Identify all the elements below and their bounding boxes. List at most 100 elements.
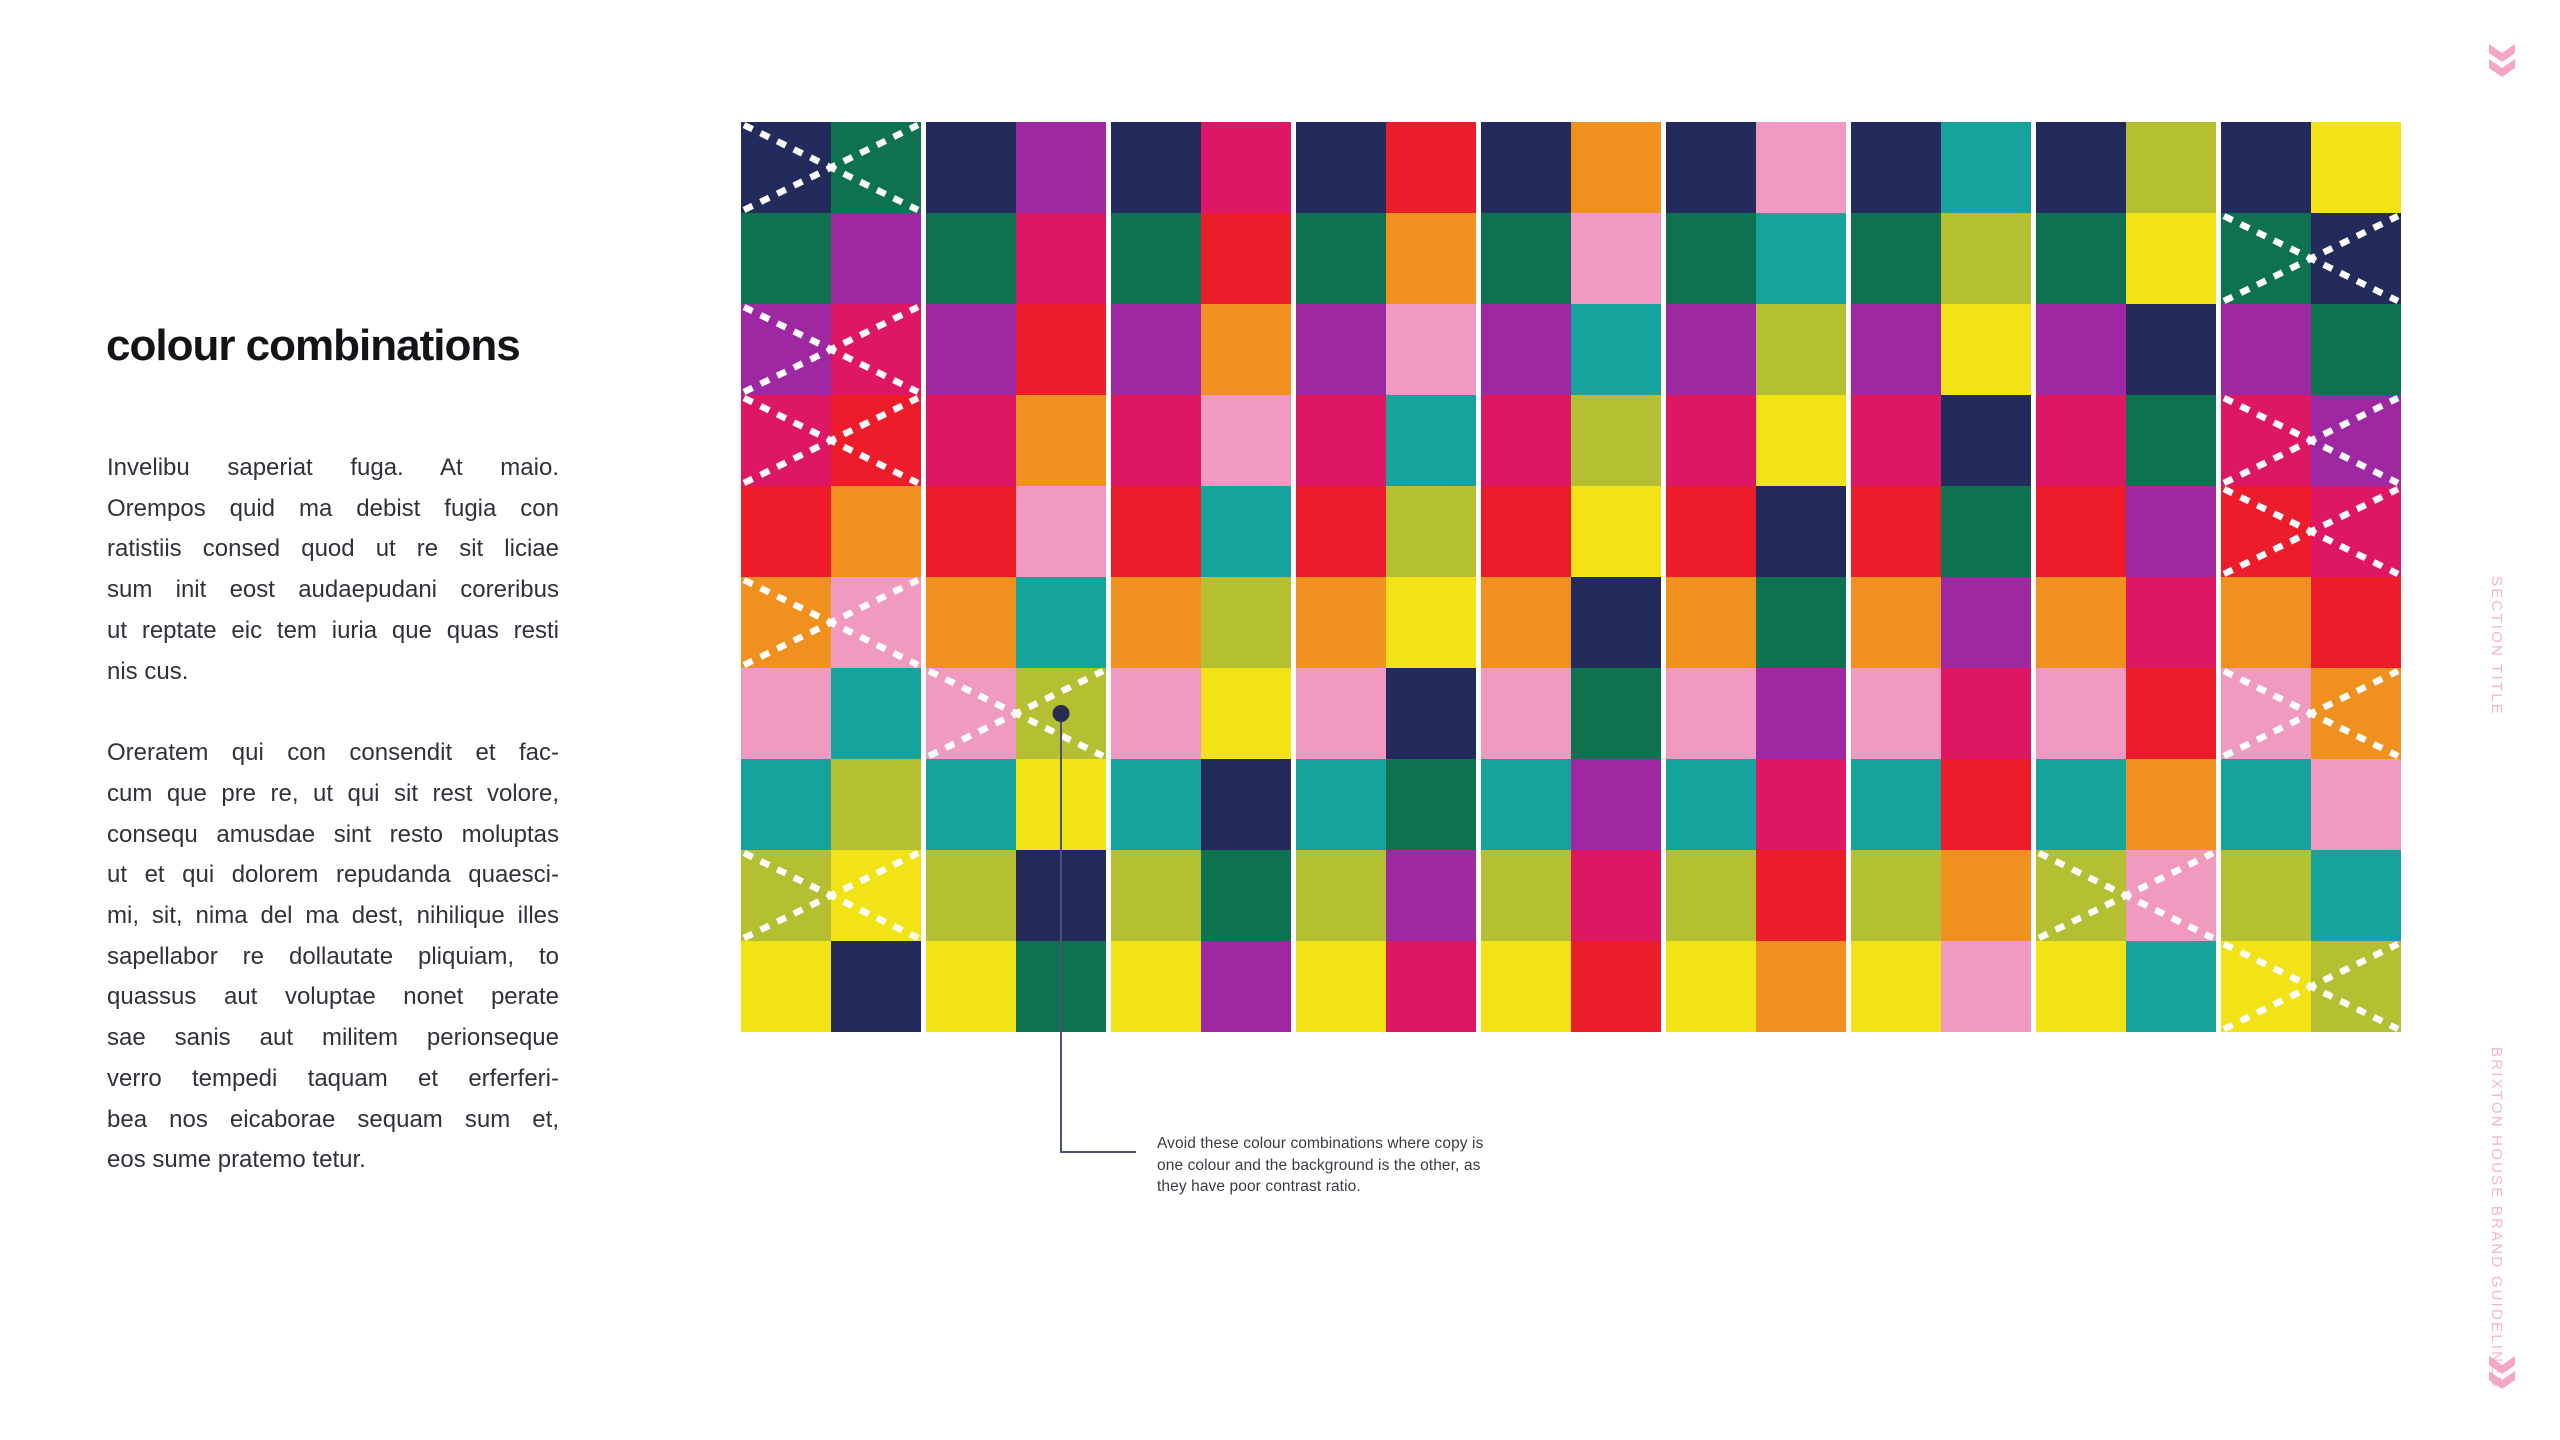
colour-cell-pink xyxy=(1386,304,1476,395)
grid-row xyxy=(741,850,2401,941)
colour-cell-teal xyxy=(1296,759,1386,850)
colour-cell-green xyxy=(1571,668,1661,759)
colour-cell-teal xyxy=(1571,304,1661,395)
colour-pair-teal-orange xyxy=(2036,759,2216,850)
colour-pair-crimson-purple xyxy=(2221,395,2401,486)
colour-cell-teal xyxy=(1016,577,1106,668)
colour-cell-yellow xyxy=(741,941,831,1032)
colour-cell-teal xyxy=(1851,759,1941,850)
colour-cell-red xyxy=(1016,304,1106,395)
colour-cell-green xyxy=(2126,395,2216,486)
colour-cell-red xyxy=(1756,850,1846,941)
colour-pair-navy-orange xyxy=(1481,122,1661,213)
colour-pair-crimson-pink xyxy=(1111,395,1291,486)
body-line: ut et qui dolorem repudanda quaesci- xyxy=(107,861,559,889)
body-line: sum init eost audaepudani coreribus xyxy=(107,576,559,604)
colour-cell-crimson xyxy=(1851,395,1941,486)
grid-row xyxy=(741,668,2401,759)
colour-pair-lime-red xyxy=(1666,850,1846,941)
colour-cell-crimson xyxy=(1111,395,1201,486)
colour-pair-red-green xyxy=(1851,486,2031,577)
colour-cell-purple xyxy=(1666,304,1756,395)
colour-cell-lime xyxy=(831,759,921,850)
colour-pair-crimson-lime xyxy=(1481,395,1661,486)
colour-cell-pink xyxy=(926,668,1016,759)
colour-cell-green xyxy=(1201,850,1291,941)
colour-pair-lime-pink xyxy=(2036,850,2216,941)
colour-cell-yellow xyxy=(1201,668,1291,759)
colour-cell-red xyxy=(1296,486,1386,577)
colour-cell-lime xyxy=(1941,213,2031,304)
colour-pair-lime-purple xyxy=(1296,850,1476,941)
colour-cell-red xyxy=(1111,486,1201,577)
colour-cell-purple xyxy=(926,304,1016,395)
body-line: Oreratem qui con consendit et fac- xyxy=(107,739,559,767)
colour-cell-teal xyxy=(2221,759,2311,850)
colour-pair-yellow-crimson xyxy=(1296,941,1476,1032)
colour-cell-red xyxy=(741,486,831,577)
colour-pair-orange-lime xyxy=(1111,577,1291,668)
colour-pair-pink-navy xyxy=(1296,668,1476,759)
colour-cell-orange xyxy=(741,577,831,668)
colour-pair-red-teal xyxy=(1111,486,1291,577)
colour-pair-crimson-navy xyxy=(1851,395,2031,486)
colour-cell-purple xyxy=(831,213,921,304)
colour-cell-navy xyxy=(1201,759,1291,850)
colour-cell-crimson xyxy=(831,304,921,395)
colour-cell-orange xyxy=(1666,577,1756,668)
colour-pair-pink-lime xyxy=(926,668,1106,759)
colour-cell-green xyxy=(741,213,831,304)
colour-cell-orange xyxy=(1941,850,2031,941)
colour-cell-yellow xyxy=(2221,941,2311,1032)
colour-pair-green-lime xyxy=(1851,213,2031,304)
colour-cell-navy xyxy=(1756,486,1846,577)
chevron-down-icon[interactable] xyxy=(2489,1356,2515,1390)
grid-row xyxy=(741,941,2401,1032)
colour-pair-orange-crimson xyxy=(2036,577,2216,668)
colour-cell-teal xyxy=(1666,759,1756,850)
colour-cell-orange xyxy=(2126,759,2216,850)
colour-cell-orange xyxy=(1756,941,1846,1032)
colour-cell-purple xyxy=(1111,304,1201,395)
colour-pair-red-yellow xyxy=(1481,486,1661,577)
colour-combinations-grid xyxy=(741,122,2401,1032)
colour-cell-pink xyxy=(1666,668,1756,759)
colour-pair-yellow-purple xyxy=(1111,941,1291,1032)
colour-cell-green xyxy=(1756,577,1846,668)
chevron-down-icon[interactable] xyxy=(2489,44,2515,78)
colour-cell-orange xyxy=(831,486,921,577)
colour-cell-green xyxy=(1941,486,2031,577)
colour-cell-yellow xyxy=(1571,486,1661,577)
colour-pair-lime-teal xyxy=(2221,850,2401,941)
colour-cell-pink xyxy=(1201,395,1291,486)
colour-cell-red xyxy=(2221,486,2311,577)
colour-cell-pink xyxy=(2311,759,2401,850)
colour-cell-lime xyxy=(1016,668,1106,759)
colour-pair-lime-crimson xyxy=(1481,850,1661,941)
colour-cell-red xyxy=(1481,486,1571,577)
colour-cell-purple xyxy=(1481,304,1571,395)
colour-cell-pink xyxy=(831,577,921,668)
colour-cell-teal xyxy=(926,759,1016,850)
colour-cell-green xyxy=(831,122,921,213)
colour-cell-orange xyxy=(926,577,1016,668)
colour-pair-purple-yellow xyxy=(1851,304,2031,395)
colour-cell-orange xyxy=(1016,395,1106,486)
colour-cell-pink xyxy=(1851,668,1941,759)
colour-cell-red xyxy=(926,486,1016,577)
colour-cell-pink xyxy=(741,668,831,759)
colour-pair-orange-pink xyxy=(741,577,921,668)
colour-pair-lime-navy xyxy=(926,850,1106,941)
colour-pair-lime-orange xyxy=(1851,850,2031,941)
colour-cell-crimson xyxy=(1016,213,1106,304)
colour-cell-green xyxy=(1296,213,1386,304)
colour-pair-purple-navy xyxy=(2036,304,2216,395)
colour-pair-navy-yellow xyxy=(2221,122,2401,213)
colour-pair-navy-purple xyxy=(926,122,1106,213)
colour-pair-teal-yellow xyxy=(926,759,1106,850)
colour-cell-pink xyxy=(1296,668,1386,759)
colour-cell-orange xyxy=(1296,577,1386,668)
colour-cell-crimson xyxy=(1571,850,1661,941)
colour-pair-green-orange xyxy=(1296,213,1476,304)
colour-cell-red xyxy=(831,395,921,486)
